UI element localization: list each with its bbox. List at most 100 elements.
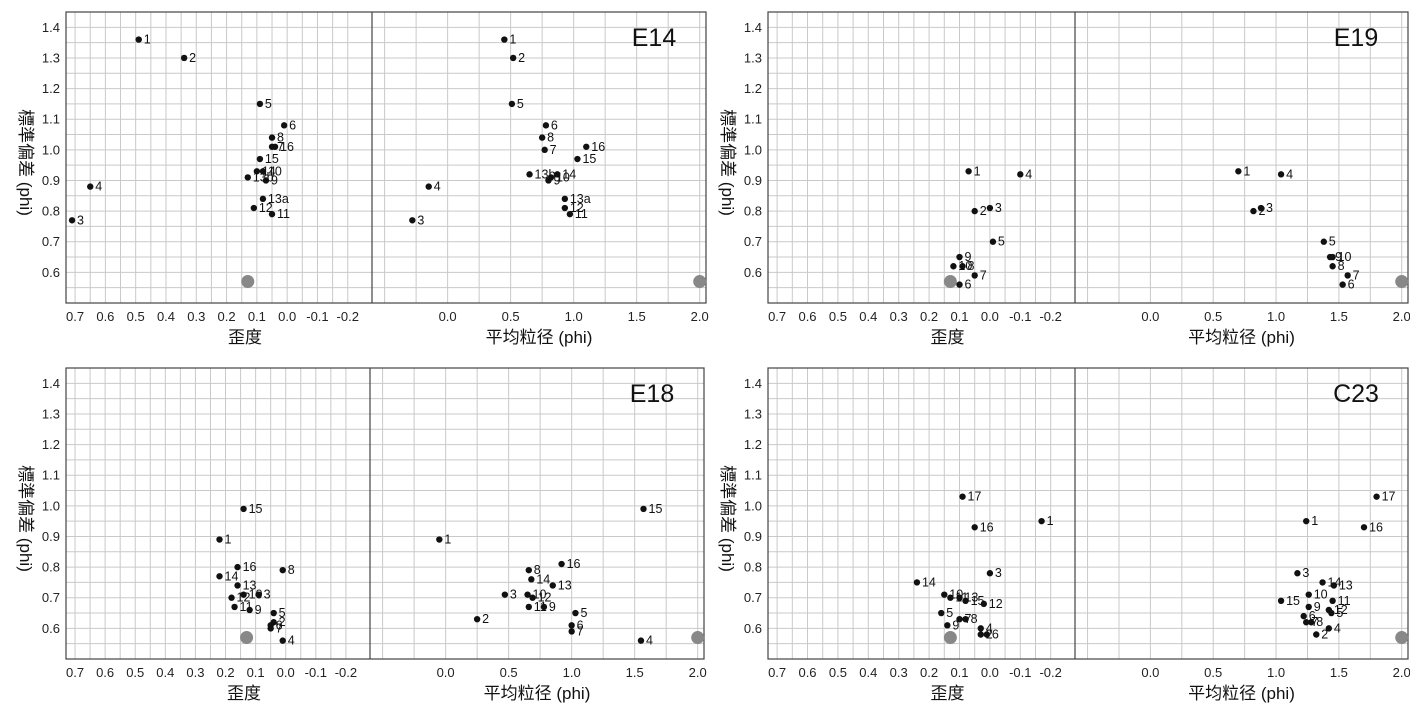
data-point-mean-5 — [1320, 238, 1328, 245]
y-tick-label: 1.4 — [42, 376, 60, 391]
data-label-mean-1: 1 — [509, 33, 516, 47]
data-point-mean-10 — [1305, 591, 1312, 598]
x-tick-label-skewness: 0.3 — [186, 665, 204, 680]
x-axis-label-skewness: 歪度 — [931, 684, 965, 703]
data-point-mean-7 — [1303, 619, 1310, 626]
y-tick-label: 1.1 — [42, 112, 60, 127]
plot-frame — [65, 367, 705, 660]
x-tick-label-skewness: 0.4 — [859, 309, 877, 324]
data-point-skewness-3 — [68, 217, 76, 224]
data-point-mean-17 — [1373, 493, 1380, 500]
x-tick-label-skewness: 0.6 — [798, 665, 816, 680]
x-tick-label-skewness: 0.5 — [126, 665, 144, 680]
data-point-skewness-5 — [270, 609, 277, 617]
data-point-skewness-4 — [977, 625, 984, 632]
data-point-skewness-11 — [268, 210, 276, 218]
data-point-skewness-17 — [959, 493, 966, 500]
data-label-mean-10: 10 — [1314, 588, 1328, 602]
data-point-mean-7 — [541, 146, 548, 154]
data-label-skewness-5: 5 — [946, 606, 953, 620]
data-point-skewness-8 — [268, 134, 276, 141]
data-point-skewness-3 — [986, 570, 994, 577]
x-tick-label-skewness: 0.2 — [218, 309, 236, 324]
data-point-skewness-1 — [965, 168, 972, 175]
y-axis-label: 標準偏差 (phi) — [718, 109, 737, 216]
data-label-skewness-15: 15 — [249, 502, 263, 516]
x-tick-label-skewness: -0.1 — [1009, 309, 1031, 324]
data-point-mean-1 — [1303, 517, 1310, 525]
data-point-mean-16 — [558, 560, 565, 568]
x-tick-label-mean: 0.5 — [500, 665, 518, 680]
data-point-mean-11 — [525, 603, 533, 611]
panel-title: C23 — [1333, 380, 1379, 408]
x-tick-label-mean: 1.5 — [1330, 665, 1348, 680]
data-label-mean-9: 9 — [1314, 600, 1321, 614]
data-point-skewness-11 — [947, 594, 954, 601]
y-tick-label: 0.8 — [42, 204, 60, 219]
data-point-skewness-10 — [259, 168, 267, 175]
data-label-skewness-4: 4 — [1025, 167, 1032, 181]
data-label-skewness-14: 14 — [262, 164, 276, 178]
x-tick-label-skewness: -0.1 — [305, 665, 327, 680]
y-tick-label: 1.3 — [744, 50, 762, 65]
data-label-skewness-8: 8 — [277, 131, 284, 145]
data-label-skewness-8: 8 — [968, 259, 975, 273]
data-point-mean-1 — [501, 36, 508, 43]
data-point-skewness-15 — [240, 505, 247, 513]
data-point-mean-4 — [425, 183, 432, 190]
data-label-mean-17: 17 — [1382, 490, 1396, 504]
data-point-skewness-10 — [950, 263, 957, 270]
x-tick-label-mean: 2.0 — [1393, 309, 1410, 324]
data-point-mean-5 — [572, 609, 579, 617]
reference-point — [240, 631, 254, 645]
data-point-skewness-4 — [1017, 171, 1024, 178]
data-point-skewness-4 — [87, 183, 94, 190]
data-point-skewness-15 — [256, 155, 264, 163]
x-tick-label-skewness: 0.3 — [890, 665, 908, 680]
data-point-skewness-8 — [962, 615, 969, 623]
x-axis-label-mean: 平均粒径 (phi) — [484, 684, 591, 703]
data-label-skewness-1: 1 — [225, 533, 232, 547]
y-tick-label: 0.7 — [42, 590, 60, 605]
data-label-skewness-16: 16 — [980, 520, 994, 534]
reference-point — [693, 275, 707, 289]
x-tick-label-mean: 1.0 — [565, 309, 583, 324]
data-point-skewness-8 — [279, 566, 286, 574]
data-label-skewness-6: 6 — [964, 278, 971, 292]
data-label-skewness-3: 3 — [995, 566, 1002, 580]
data-point-mean-13a — [561, 195, 569, 203]
data-point-skewness-8 — [959, 263, 966, 270]
data-point-skewness-7 — [971, 272, 978, 279]
data-label-mean-6: 6 — [551, 118, 558, 132]
data-point-skewness-16 — [234, 563, 241, 571]
data-point-skewness-4 — [279, 637, 286, 644]
x-tick-label-mean: 1.0 — [1267, 309, 1285, 324]
data-point-mean-8 — [1329, 263, 1336, 270]
data-label-mean-4: 4 — [1334, 621, 1341, 635]
data-point-mean-11 — [1329, 597, 1336, 604]
x-tick-label-skewness: -0.2 — [337, 309, 359, 324]
reference-point — [691, 631, 705, 645]
data-point-skewness-12 — [980, 600, 988, 608]
data-point-mean-3 — [409, 217, 416, 224]
data-label-mean-12: 12 — [570, 201, 584, 215]
data-point-skewness-9 — [262, 177, 270, 184]
data-label-mean-7: 7 — [1311, 615, 1318, 629]
data-point-mean-15 — [640, 505, 647, 513]
data-label-skewness-8: 8 — [971, 612, 978, 626]
data-point-mean-14 — [528, 576, 535, 583]
x-tick-label-skewness: -0.1 — [1009, 665, 1031, 680]
x-tick-label-skewness: 0.2 — [216, 665, 234, 680]
data-point-mean-7 — [568, 628, 575, 635]
x-tick-label-skewness: 0.6 — [798, 309, 816, 324]
x-tick-label-skewness: 0.4 — [156, 665, 174, 680]
data-point-skewness-5 — [256, 100, 264, 108]
data-label-skewness-1: 1 — [974, 164, 981, 178]
data-point-mean-8 — [525, 566, 533, 574]
data-point-mean-2 — [473, 615, 481, 623]
y-tick-label: 0.8 — [42, 560, 60, 575]
data-point-skewness-10 — [240, 591, 247, 598]
data-label-skewness-5: 5 — [279, 606, 286, 620]
data-point-skewness-9 — [956, 253, 963, 261]
data-label-skewness-4: 4 — [95, 180, 102, 194]
